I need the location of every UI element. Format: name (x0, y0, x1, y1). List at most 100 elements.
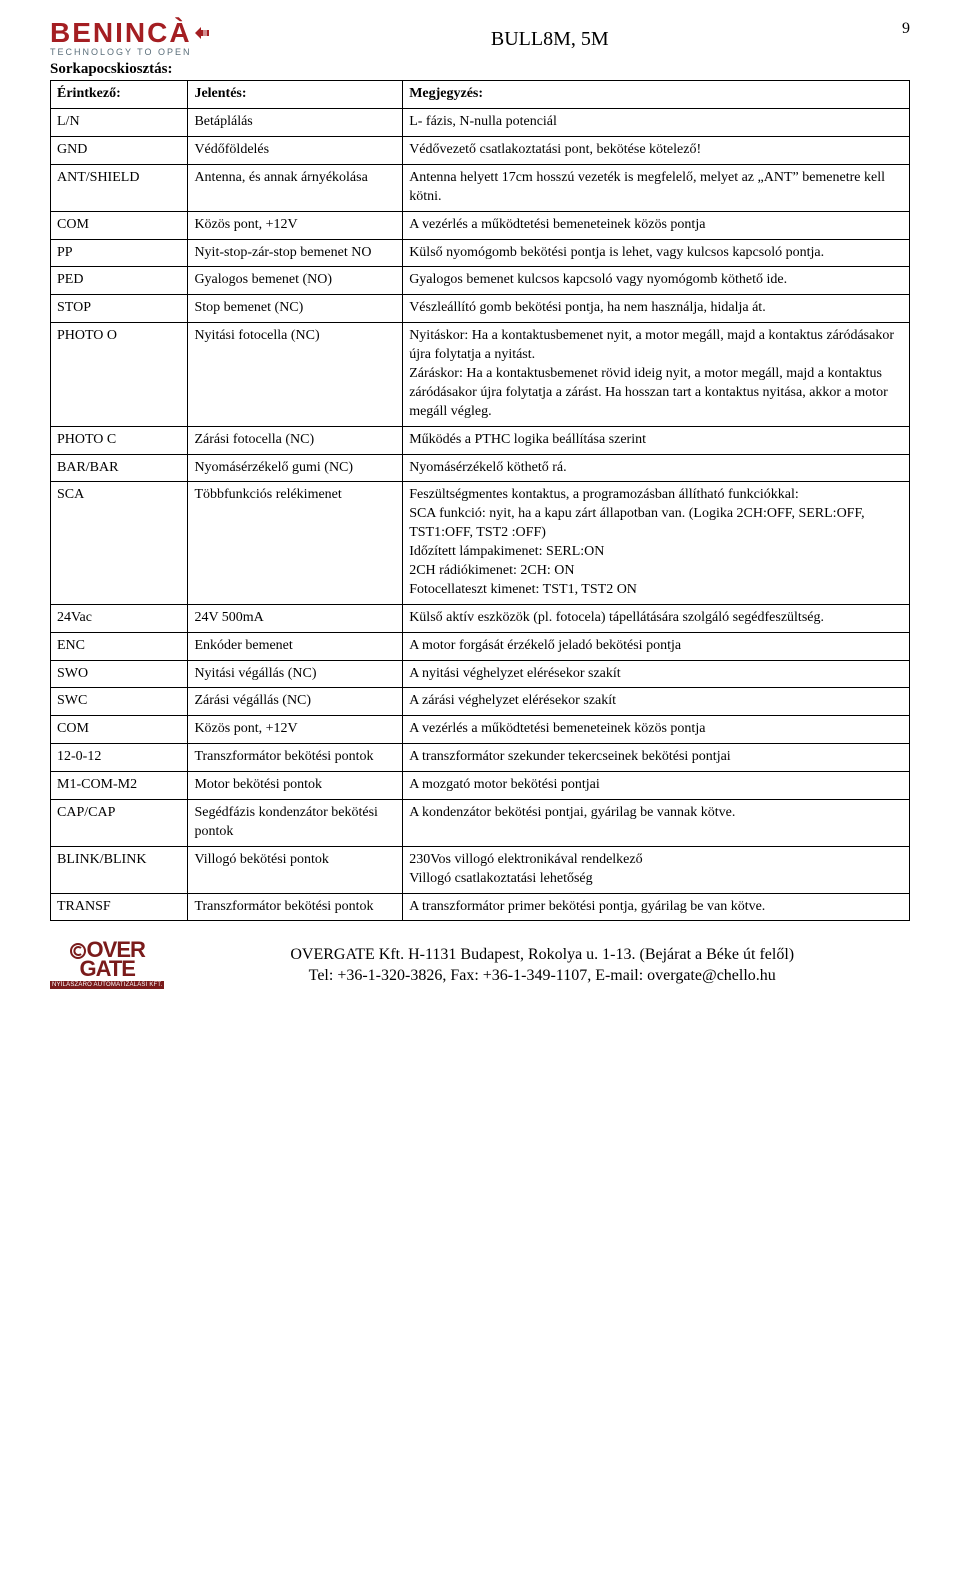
footer-logo: OVER GATE NYÍLÁSZÁRÓ AUTOMATIZÁLÁSI KFT. (50, 941, 164, 988)
table-row: 12-0-12Transzformátor bekötési pontokA t… (51, 744, 910, 772)
table-header-0: Érintkező: (51, 81, 188, 109)
brand-tagline: TECHNOLOGY TO OPEN (50, 47, 192, 57)
table-row: M1-COM-M2Motor bekötési pontokA mozgató … (51, 772, 910, 800)
table-row: PHOTO CZárási fotocella (NC)Működés a PT… (51, 426, 910, 454)
page-number: 9 (890, 20, 910, 38)
section-title: Sorkapocskiosztás: (50, 61, 910, 78)
table-row: ANT/SHIELDAntenna, és annak árnyékolásaA… (51, 164, 910, 211)
table-cell: BAR/BAR (51, 454, 188, 482)
table-cell: A mozgató motor bekötési pontjai (403, 772, 910, 800)
table-cell: A nyitási véghelyzet elérésekor szakít (403, 660, 910, 688)
table-row: SCATöbbfunkciós relékimenetFeszültségmen… (51, 482, 910, 604)
table-cell: 12-0-12 (51, 744, 188, 772)
table-cell: Nyit-stop-zár-stop bemenet NO (188, 239, 403, 267)
table-cell: Gyalogos bemenet kulcsos kapcsoló vagy n… (403, 267, 910, 295)
table-cell: SCA (51, 482, 188, 604)
table-cell: PP (51, 239, 188, 267)
table-cell: Stop bemenet (NC) (188, 295, 403, 323)
table-row: SWONyitási végállás (NC)A nyitási véghel… (51, 660, 910, 688)
table-row: STOPStop bemenet (NC)Vészleállító gomb b… (51, 295, 910, 323)
table-cell: PHOTO C (51, 426, 188, 454)
table-cell: Többfunkciós relékimenet (188, 482, 403, 604)
table-header-1: Jelentés: (188, 81, 403, 109)
table-header-row: Érintkező: Jelentés: Megjegyzés: (51, 81, 910, 109)
table-cell: Enkóder bemenet (188, 632, 403, 660)
table-row: COMKözös pont, +12VA vezérlés a működtet… (51, 716, 910, 744)
table-cell: CAP/CAP (51, 800, 188, 847)
table-body: L/NBetáplálásL- fázis, N-nulla potenciál… (51, 109, 910, 921)
table-row: PPNyit-stop-zár-stop bemenet NOKülső nyo… (51, 239, 910, 267)
terminal-table: Érintkező: Jelentés: Megjegyzés: L/NBetá… (50, 80, 910, 921)
footer-logo-bar: NYÍLÁSZÁRÓ AUTOMATIZÁLÁSI KFT. (50, 981, 164, 989)
table-cell: Nyitáskor: Ha a kontaktusbemenet nyit, a… (403, 323, 910, 426)
footer-company-line: OVERGATE Kft. H-1131 Budapest, Rokolya u… (174, 944, 910, 966)
footer: OVER GATE NYÍLÁSZÁRÓ AUTOMATIZÁLÁSI KFT.… (50, 941, 910, 988)
table-cell: A vezérlés a működtetési bemeneteinek kö… (403, 716, 910, 744)
table-cell: 24V 500mA (188, 604, 403, 632)
table-cell: Nyitási fotocella (NC) (188, 323, 403, 426)
table-row: SWCZárási végállás (NC)A zárási véghelyz… (51, 688, 910, 716)
table-cell: A transzformátor szekunder tekercseinek … (403, 744, 910, 772)
table-row: COMKözös pont, +12VA vezérlés a működtet… (51, 211, 910, 239)
table-cell: 230Vos villogó elektronikával rendelkező… (403, 846, 910, 893)
table-row: BLINK/BLINKVillogó bekötési pontok230Vos… (51, 846, 910, 893)
table-cell: PED (51, 267, 188, 295)
table-cell: M1-COM-M2 (51, 772, 188, 800)
table-row: TRANSFTranszformátor bekötési pontokA tr… (51, 893, 910, 921)
table-cell: A zárási véghelyzet elérésekor szakít (403, 688, 910, 716)
table-row: 24Vac24V 500mAKülső aktív eszközök (pl. … (51, 604, 910, 632)
table-cell: Működés a PTHC logika beállítása szerint (403, 426, 910, 454)
table-cell: Transzformátor bekötési pontok (188, 893, 403, 921)
table-cell: PHOTO O (51, 323, 188, 426)
brand-icon (194, 25, 210, 41)
table-cell: L- fázis, N-nulla potenciál (403, 109, 910, 137)
footer-contact-line: Tel: +36-1-320-3826, Fax: +36-1-349-1107… (174, 965, 910, 987)
table-row: CAP/CAPSegédfázis kondenzátor bekötési p… (51, 800, 910, 847)
brand-name-text: BENINCÀ (50, 20, 192, 45)
table-cell: Motor bekötési pontok (188, 772, 403, 800)
table-row: GNDVédőföldelésVédővezető csatlakoztatás… (51, 136, 910, 164)
table-cell: ENC (51, 632, 188, 660)
table-cell: GND (51, 136, 188, 164)
document-title: BULL8M, 5M (210, 20, 890, 51)
table-cell: STOP (51, 295, 188, 323)
table-header-2: Megjegyzés: (403, 81, 910, 109)
table-cell: Nyomásérzékelő gumi (NC) (188, 454, 403, 482)
table-cell: Feszültségmentes kontaktus, a programozá… (403, 482, 910, 604)
table-cell: BLINK/BLINK (51, 846, 188, 893)
table-cell: A kondenzátor bekötési pontjai, gyárilag… (403, 800, 910, 847)
table-row: ENCEnkóder bemenetA motor forgását érzék… (51, 632, 910, 660)
table-cell: Közös pont, +12V (188, 211, 403, 239)
table-cell: Antenna, és annak árnyékolása (188, 164, 403, 211)
table-cell: Segédfázis kondenzátor bekötési pontok (188, 800, 403, 847)
table-cell: Transzformátor bekötési pontok (188, 744, 403, 772)
table-row: BAR/BARNyomásérzékelő gumi (NC)Nyomásérz… (51, 454, 910, 482)
table-cell: Antenna helyett 17cm hosszú vezeték is m… (403, 164, 910, 211)
table-cell: Zárási fotocella (NC) (188, 426, 403, 454)
table-cell: Külső nyomógomb bekötési pontja is lehet… (403, 239, 910, 267)
brand-name: BENINCÀ (50, 20, 210, 45)
table-cell: Nyomásérzékelő köthető rá. (403, 454, 910, 482)
table-cell: Villogó bekötési pontok (188, 846, 403, 893)
table-cell: SWO (51, 660, 188, 688)
table-cell: Betáplálás (188, 109, 403, 137)
table-cell: A motor forgását érzékelő jeladó bekötés… (403, 632, 910, 660)
footer-text: OVERGATE Kft. H-1131 Budapest, Rokolya u… (174, 944, 910, 987)
table-cell: A transzformátor primer bekötési pontja,… (403, 893, 910, 921)
table-cell: Nyitási végállás (NC) (188, 660, 403, 688)
table-cell: L/N (51, 109, 188, 137)
table-cell: Közös pont, +12V (188, 716, 403, 744)
header-row: BENINCÀ TECHNOLOGY TO OPEN BULL8M, 5M 9 (50, 20, 910, 57)
table-cell: COM (51, 211, 188, 239)
table-cell: Vészleállító gomb bekötési pontja, ha ne… (403, 295, 910, 323)
footer-logo-bottom: GATE (79, 960, 134, 979)
brand-logo: BENINCÀ TECHNOLOGY TO OPEN (50, 20, 210, 57)
table-cell: TRANSF (51, 893, 188, 921)
table-cell: Külső aktív eszközök (pl. fotocela) tápe… (403, 604, 910, 632)
table-row: PEDGyalogos bemenet (NO)Gyalogos bemenet… (51, 267, 910, 295)
table-cell: Védőföldelés (188, 136, 403, 164)
table-cell: Védővezető csatlakoztatási pont, bekötés… (403, 136, 910, 164)
table-cell: A vezérlés a működtetési bemeneteinek kö… (403, 211, 910, 239)
table-row: PHOTO ONyitási fotocella (NC)Nyitáskor: … (51, 323, 910, 426)
table-cell: 24Vac (51, 604, 188, 632)
